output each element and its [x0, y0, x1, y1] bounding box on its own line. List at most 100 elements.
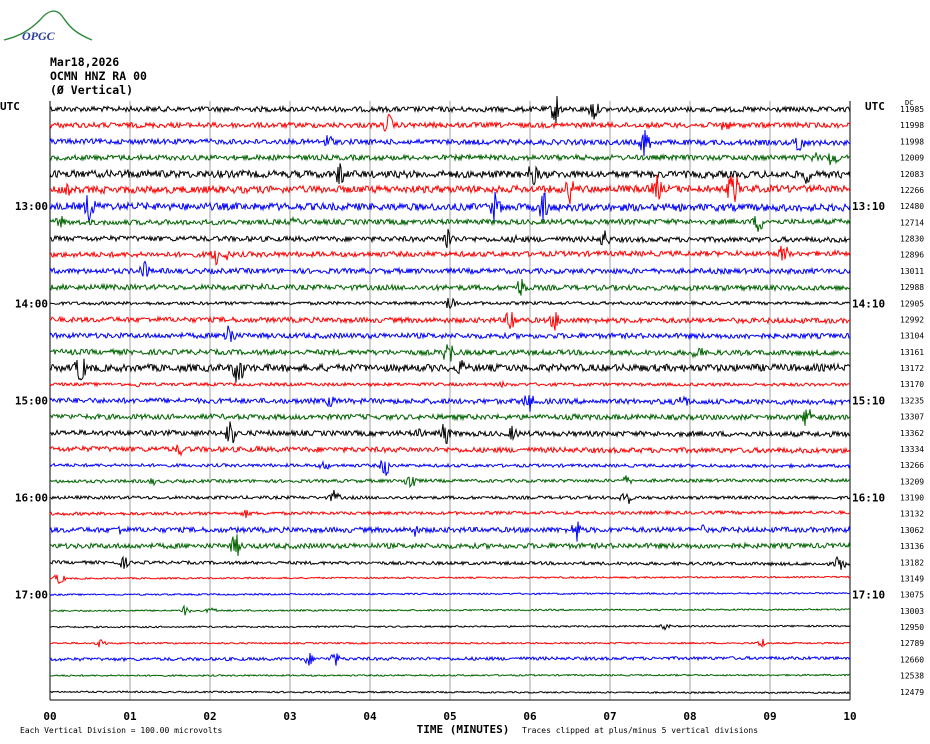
x-tick-label: 05: [443, 710, 456, 723]
seismic-trace: [49, 521, 851, 542]
hour-label-right: 13:10: [852, 200, 885, 213]
seismic-trace: [50, 604, 851, 616]
seismic-trace: [49, 344, 851, 362]
seismic-trace: [49, 113, 851, 133]
footer-clip-note: Traces clipped at plus/minus 5 vertical …: [522, 726, 758, 735]
seismic-trace: [49, 555, 851, 570]
component-label: (Ø Vertical): [50, 83, 134, 97]
hour-label-left: 13:00: [15, 200, 48, 213]
dc-offset-label: 13075: [900, 591, 924, 600]
seismic-trace: [49, 311, 851, 331]
x-tick-label: 02: [203, 710, 216, 723]
dc-offset-label: 11998: [900, 137, 924, 146]
dc-offset-label: 13104: [900, 332, 924, 341]
dc-offset-label: 12714: [900, 218, 924, 227]
dc-offset-label: 13062: [900, 526, 924, 535]
dc-offset-label: 12083: [900, 170, 924, 179]
hour-label-right: 14:10: [852, 297, 885, 310]
dc-offset-label: 12479: [900, 688, 924, 697]
dc-offset-label: 11998: [900, 121, 924, 130]
seismic-trace: [49, 325, 851, 342]
dc-offset-label: 12896: [900, 251, 924, 260]
dc-offset-label: 13362: [900, 429, 924, 438]
dc-offset-label: 12950: [900, 623, 924, 632]
dc-offset-label: 13136: [900, 542, 924, 551]
seismic-trace: [50, 623, 851, 631]
seismic-trace: [49, 260, 851, 277]
seismic-trace: [49, 379, 851, 389]
x-tick-label: 01: [123, 710, 137, 723]
dc-column-header: DC: [905, 99, 913, 107]
dc-offset-label: 13182: [900, 558, 924, 567]
dc-offset-label: 12905: [900, 299, 924, 308]
seismic-trace: [49, 409, 851, 426]
hour-label-left: 15:00: [15, 394, 48, 407]
dc-offset-label: 12830: [900, 235, 924, 244]
dc-offset-label: 13132: [900, 510, 924, 519]
x-tick-label: 07: [603, 710, 616, 723]
x-tick-label: 03: [283, 710, 296, 723]
utc-label-left: UTC: [0, 100, 20, 113]
seismic-trace: [49, 534, 851, 556]
seismic-trace: [49, 95, 851, 123]
x-tick-label: 00: [43, 710, 56, 723]
dc-offset-label: 11985: [900, 105, 924, 114]
seismic-trace: [49, 152, 851, 166]
seismic-trace: [49, 297, 851, 310]
seismic-trace: [49, 228, 851, 248]
seismic-trace: [49, 163, 851, 186]
date-label: Mar18,2026: [50, 55, 120, 69]
x-tick-label: 08: [683, 710, 696, 723]
seismic-trace: [49, 489, 851, 504]
dc-offset-label: 13235: [900, 396, 924, 405]
dc-offset-label: 13011: [900, 267, 924, 276]
seismic-trace: [49, 638, 851, 648]
hour-label-right: 17:10: [852, 589, 885, 602]
dc-offset-label: 12009: [900, 154, 924, 163]
dc-offset-label: 13307: [900, 413, 924, 422]
seismic-trace: [50, 421, 851, 444]
hour-label-left: 16:00: [15, 492, 48, 505]
hour-label-right: 15:10: [852, 394, 885, 407]
seismic-trace: [49, 475, 851, 489]
dc-offset-label: 13209: [900, 477, 924, 486]
hour-label-left: 14:00: [15, 297, 48, 310]
axis-labels: 11985 11998 11998 12009 12083 12266 12480 12714…: [0, 99, 924, 736]
dc-offset-label: 12266: [900, 186, 924, 195]
footer-scale-note: Each Vertical Division = 100.00 microvol…: [20, 726, 222, 735]
dc-offset-label: 12789: [900, 639, 924, 648]
opgc-logo: OPGC: [3, 10, 93, 43]
x-tick-label: 10: [843, 710, 856, 723]
seismic-traces: [49, 95, 851, 695]
dc-offset-label: 13190: [900, 494, 924, 503]
seismic-trace: [49, 358, 851, 383]
seismic-trace: [49, 395, 851, 412]
station-label: OCMN HNZ RA 00: [50, 69, 147, 83]
logo-text: OPGC: [22, 29, 56, 43]
seismic-trace: [49, 591, 851, 597]
dc-offset-label: 12480: [900, 202, 924, 211]
seismic-trace: [49, 215, 851, 232]
dc-offset-label: 12992: [900, 315, 924, 324]
dc-offset-label: 13172: [900, 364, 924, 373]
seismic-trace: [49, 174, 851, 205]
seismic-trace: [49, 460, 851, 476]
seismic-trace: [49, 574, 851, 585]
dc-offset-label: 12538: [900, 672, 924, 681]
seismic-trace: [49, 509, 851, 519]
dc-offset-label: 13170: [900, 380, 924, 389]
dc-offset-label: 13161: [900, 348, 924, 357]
x-tick-label: 04: [363, 710, 377, 723]
seismic-trace: [49, 653, 851, 666]
dc-offset-label: 12988: [900, 283, 924, 292]
x-tick-label: 06: [523, 710, 537, 723]
seismic-trace: [49, 690, 851, 695]
x-tick-label: 09: [763, 710, 776, 723]
seismic-trace: [49, 673, 851, 678]
seismic-trace: [49, 444, 851, 457]
seismic-trace: [49, 278, 851, 296]
x-axis-title: TIME (MINUTES): [417, 723, 510, 736]
seismic-trace: [49, 245, 851, 266]
hour-label-left: 17:00: [15, 589, 48, 602]
